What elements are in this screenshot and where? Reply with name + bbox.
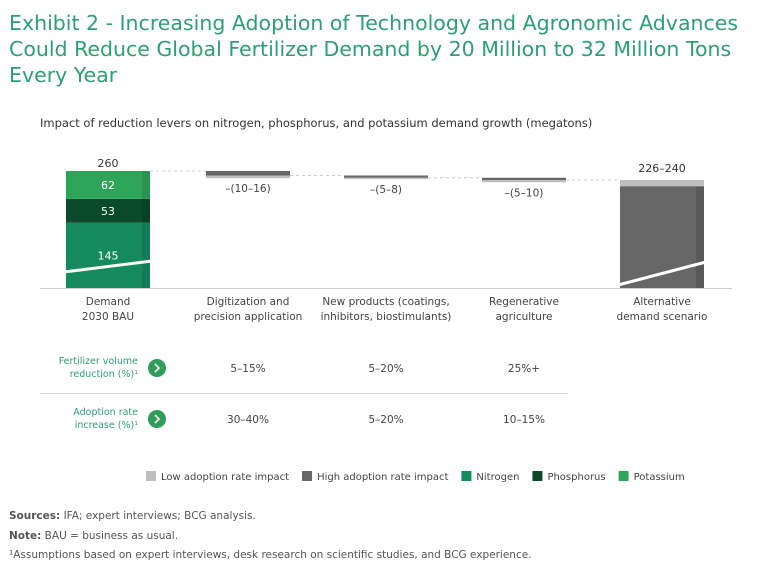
lever-high-impact-bar bbox=[344, 175, 428, 178]
category-label: precision application bbox=[194, 311, 303, 323]
bau-note: Note: BAU = business as usual. bbox=[9, 530, 179, 542]
chevron-right-icon-glyph bbox=[154, 363, 161, 373]
category-label: agriculture bbox=[496, 311, 553, 323]
lever-high-impact-bar bbox=[482, 177, 566, 180]
chevron-right-icon bbox=[148, 410, 166, 428]
table-cell-value: 5–20% bbox=[368, 414, 403, 426]
lever-value-label: –(5–10) bbox=[505, 187, 544, 199]
bar-segment-shade bbox=[142, 222, 150, 288]
lever-value-label: –(5–8) bbox=[370, 184, 402, 196]
category-label: 2030 BAU bbox=[82, 311, 134, 323]
legend-swatch bbox=[302, 471, 313, 481]
alternative-value-label: 226–240 bbox=[638, 162, 686, 175]
table-row-label: Fertilizer volume bbox=[59, 356, 138, 367]
table-cell-value: 25%+ bbox=[508, 363, 540, 375]
category-label: Digitization and bbox=[207, 296, 290, 308]
legend-label: Nitrogen bbox=[476, 472, 519, 483]
chevron-right-icon bbox=[148, 359, 166, 377]
lever-low-impact-bar bbox=[482, 180, 566, 183]
legend-label: Potassium bbox=[634, 472, 685, 483]
sources-note: Sources: IFA; expert interviews; BCG ana… bbox=[9, 510, 256, 522]
category-label: New products (coatings, bbox=[322, 296, 449, 308]
legend-label: Phosphorus bbox=[547, 472, 605, 483]
segment-value-label: 53 bbox=[101, 205, 115, 218]
alternative-base-bar bbox=[620, 186, 704, 288]
lever-value-label: –(10–16) bbox=[225, 183, 270, 195]
lever-low-impact-bar bbox=[344, 177, 428, 180]
legend-swatch bbox=[618, 471, 629, 481]
legend-swatch bbox=[146, 471, 156, 481]
bar-segment-potassium bbox=[66, 171, 150, 199]
category-label: Alternative bbox=[633, 296, 691, 308]
legend-swatch bbox=[461, 471, 472, 481]
table-cell-value: 5–15% bbox=[230, 363, 265, 375]
category-label: inhibitors, biostimulants) bbox=[321, 311, 452, 323]
segment-value-label: 145 bbox=[98, 249, 119, 262]
table-row-label: reduction (%)¹ bbox=[70, 369, 138, 380]
table-cell-value: 10–15% bbox=[503, 414, 545, 426]
alternative-range-bar bbox=[620, 180, 704, 187]
footnote: ¹Assumptions based on expert interviews,… bbox=[9, 549, 532, 561]
chart-title: Exhibit 2 - Increasing Adoption of Techn… bbox=[9, 11, 739, 87]
bar-segment-phosphorus bbox=[66, 198, 150, 223]
table-row-label: increase (%)¹ bbox=[75, 420, 139, 431]
legend-label: High adoption rate impact bbox=[317, 472, 448, 483]
bar-segment-shade bbox=[142, 171, 150, 199]
category-label: demand scenario bbox=[617, 311, 708, 323]
table-cell-value: 5–20% bbox=[368, 363, 403, 375]
chart-subtitle: Impact of reduction levers on nitrogen, … bbox=[40, 116, 593, 130]
category-label: Demand bbox=[86, 296, 131, 308]
lever-low-impact-bar bbox=[206, 175, 290, 179]
chevron-right-icon-glyph bbox=[154, 414, 161, 424]
legend-label: Low adoption rate impact bbox=[161, 472, 289, 483]
bar-segment-nitrogen bbox=[66, 222, 150, 288]
total-value-label: 260 bbox=[98, 157, 119, 170]
table-cell-value: 30–40% bbox=[227, 414, 269, 426]
alternative-bar-shade bbox=[696, 186, 704, 288]
segment-value-label: 62 bbox=[101, 179, 115, 192]
bar-segment-shade bbox=[142, 198, 150, 223]
lever-high-impact-bar bbox=[206, 171, 290, 176]
table-row-label: Adoption rate bbox=[73, 407, 138, 418]
category-label: Regenerative bbox=[489, 296, 559, 308]
axis-break-mark bbox=[63, 259, 153, 274]
legend-swatch bbox=[532, 471, 543, 481]
axis-break-mark bbox=[617, 260, 707, 287]
